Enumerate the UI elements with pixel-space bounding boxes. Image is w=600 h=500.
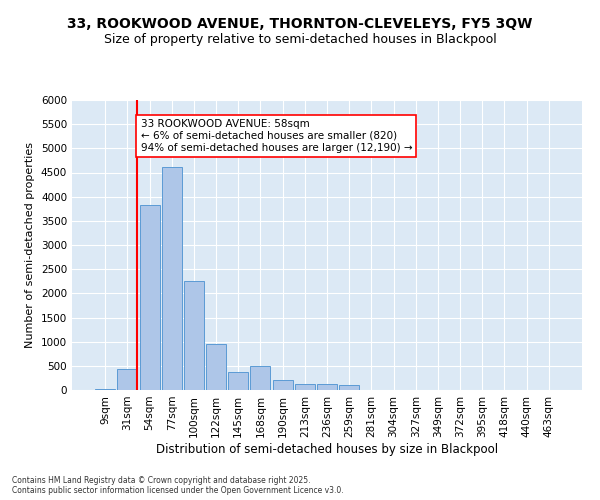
Text: Size of property relative to semi-detached houses in Blackpool: Size of property relative to semi-detach… [104, 32, 496, 46]
Bar [228, 372, 248, 390]
Bar [118, 369, 137, 390]
Bar [162, 166, 182, 390]
Bar [295, 384, 315, 390]
Bar [184, 281, 204, 390]
Y-axis label: Number of semi-detached properties: Number of semi-detached properties [25, 142, 35, 348]
Text: Contains HM Land Registry data © Crown copyright and database right 2025.
Contai: Contains HM Land Registry data © Crown c… [12, 476, 344, 495]
Bar [206, 344, 226, 390]
Text: 33 ROOKWOOD AVENUE: 58sqm
← 6% of semi-detached houses are smaller (820)
94% of : 33 ROOKWOOD AVENUE: 58sqm ← 6% of semi-d… [140, 120, 412, 152]
Text: 33, ROOKWOOD AVENUE, THORNTON-CLEVELEYS, FY5 3QW: 33, ROOKWOOD AVENUE, THORNTON-CLEVELEYS,… [67, 18, 533, 32]
Bar [140, 206, 160, 390]
Bar [95, 388, 115, 390]
X-axis label: Distribution of semi-detached houses by size in Blackpool: Distribution of semi-detached houses by … [156, 442, 498, 456]
Bar [339, 385, 359, 390]
Bar [317, 384, 337, 390]
Bar [250, 366, 271, 390]
Bar [272, 380, 293, 390]
